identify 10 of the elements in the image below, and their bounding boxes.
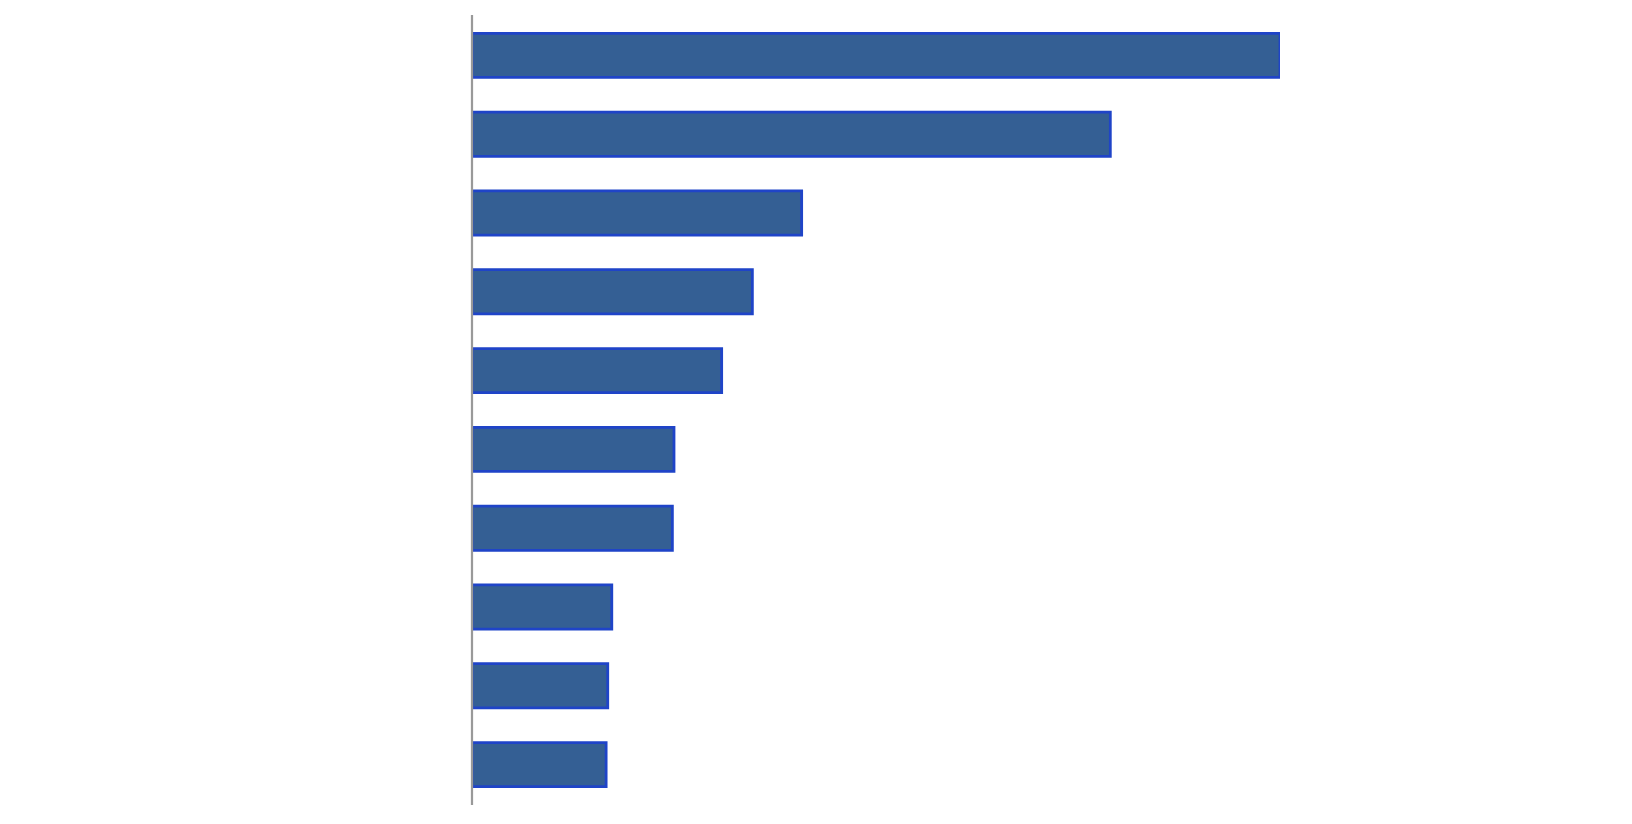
bar (472, 662, 610, 710)
bar (472, 504, 674, 552)
bar (472, 741, 608, 789)
bar (472, 583, 614, 631)
bar (472, 268, 754, 316)
bar (472, 31, 1280, 79)
bar (472, 189, 804, 237)
bar (472, 347, 724, 395)
bar (472, 110, 1112, 158)
bar (472, 425, 676, 473)
